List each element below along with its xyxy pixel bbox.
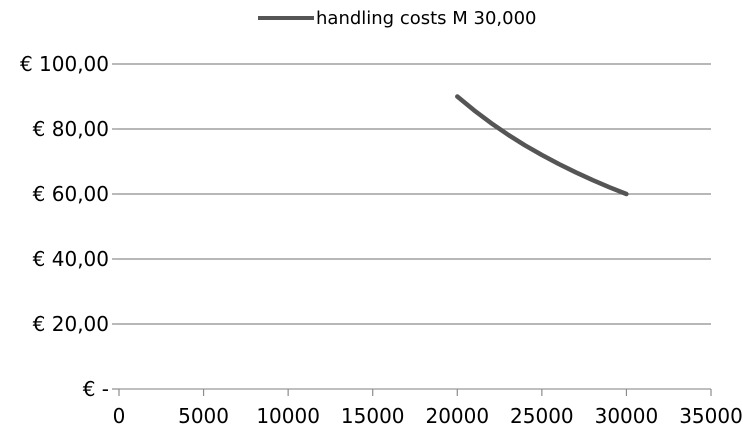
x-tick-label: 35000 [679,404,743,428]
x-tick-label: 25000 [510,404,574,428]
x-tick-label: 10000 [256,404,320,428]
legend-label: handling costs M 30,000 [316,8,537,29]
series [455,94,629,197]
y-tick-label: € 20,00 [33,312,109,336]
y-tick-label: € 40,00 [33,247,109,271]
x-ticks: 0 5000 10000 15000 20000 25000 30000 35000 [113,389,743,428]
series-line-0 [455,94,629,197]
x-tick-label: 20000 [425,404,489,428]
gridlines [119,63,711,325]
y-tick-label: € 100,00 [20,52,109,76]
legend: handling costs M 30,000 [258,8,537,29]
y-tick-label: € 80,00 [33,117,109,141]
y-ticks: € - € 20,00 € 40,00 € 60,00 € 80,00 € 100,00 [20,52,119,401]
y-tick-label: € - [83,377,109,401]
y-tick-label: € 60,00 [33,182,109,206]
x-tick-label: 0 [113,404,126,428]
x-tick-label: 30000 [595,404,659,428]
x-tick-label: 5000 [178,404,229,428]
x-tick-label: 15000 [341,404,405,428]
